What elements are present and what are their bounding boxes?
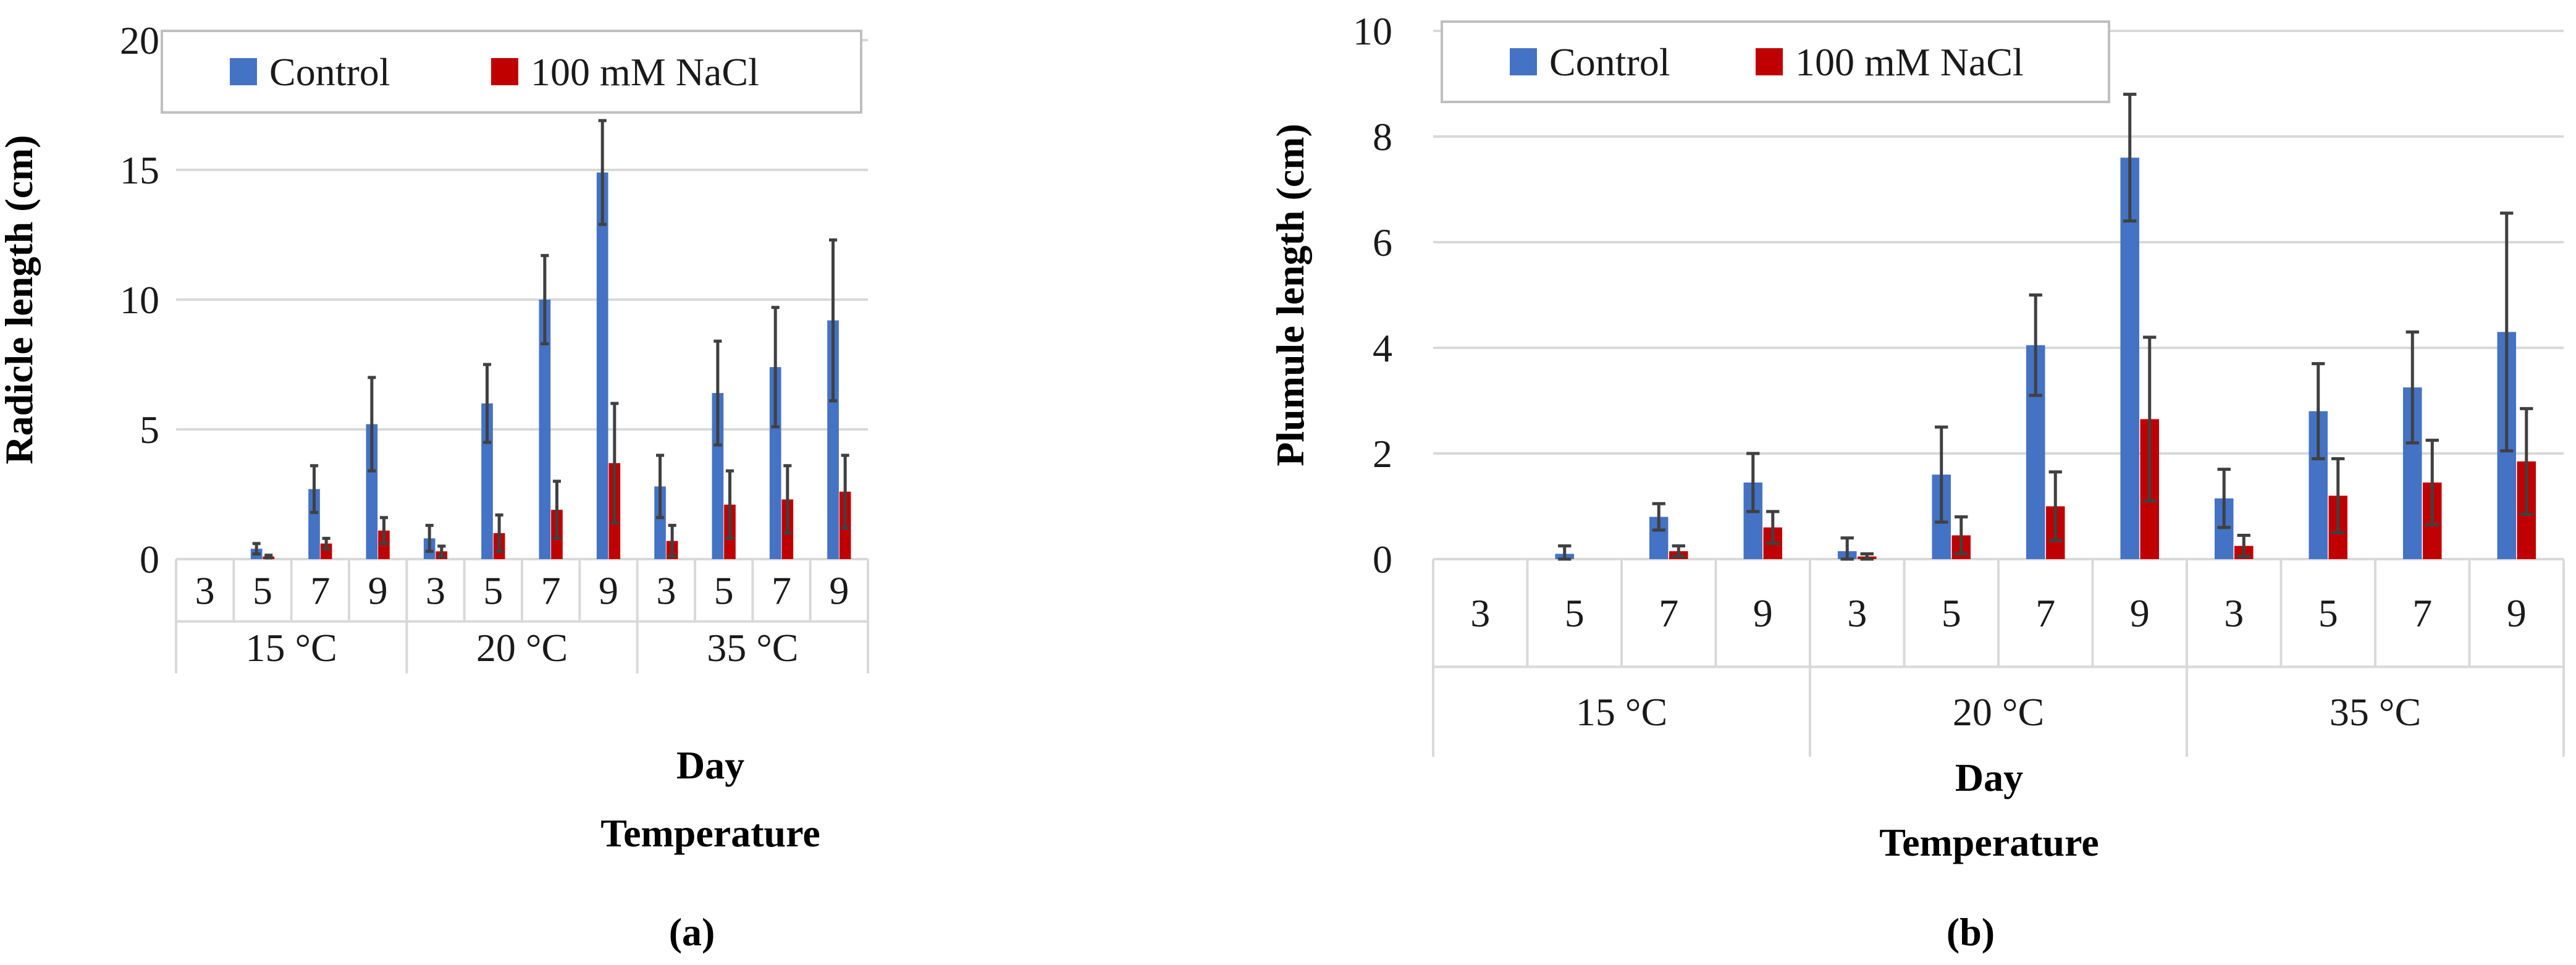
x-tick-label-day: 9 <box>1753 591 1773 635</box>
x-tick-label-day: 3 <box>1847 591 1867 635</box>
x-tick-label-day: 5 <box>483 568 503 612</box>
y-axis-title: Radicle length (cm) <box>0 135 41 464</box>
bar-control <box>654 486 666 559</box>
y-tick-label: 8 <box>1373 115 1392 159</box>
legend-swatch-nacl <box>491 58 518 85</box>
x-tick-label-day: 3 <box>656 568 676 612</box>
x-tick-label-day: 7 <box>2035 591 2055 635</box>
bar-control <box>769 367 781 559</box>
y-tick-label: 2 <box>1373 432 1392 476</box>
x-tick-label-day: 5 <box>1565 591 1585 635</box>
legend-label-nacl: 100 mM NaCl <box>531 50 759 94</box>
legend-label-control: Control <box>269 50 390 94</box>
legend-swatch-control <box>1510 48 1537 75</box>
x-axis-title-day: Day <box>1955 756 2023 799</box>
y-tick-label: 20 <box>120 19 159 62</box>
x-tick-label-day: 7 <box>772 568 791 612</box>
bar-control <box>366 424 378 559</box>
x-group-label-temperature: 15 °C <box>1576 690 1667 734</box>
legend-swatch-nacl <box>1756 48 1783 75</box>
y-tick-label: 10 <box>1353 9 1392 53</box>
bar-control <box>2120 158 2139 559</box>
y-tick-label: 0 <box>1373 537 1392 581</box>
x-group-label-temperature: 35 °C <box>2330 690 2421 734</box>
legend-label-nacl: 100 mM NaCl <box>1795 40 2024 84</box>
x-tick-label-day: 9 <box>2130 591 2150 635</box>
x-tick-label-day: 9 <box>599 568 618 612</box>
panel-label: (a) <box>669 910 715 954</box>
y-tick-label: 10 <box>120 278 159 322</box>
x-tick-label-day: 7 <box>310 568 330 612</box>
x-tick-label-day: 9 <box>829 568 849 612</box>
y-tick-label: 6 <box>1373 221 1392 264</box>
x-tick-label-day: 3 <box>195 568 215 612</box>
x-axis-title-temperature: Temperature <box>1879 820 2099 864</box>
x-axis-title-day: Day <box>676 743 744 787</box>
y-tick-label: 0 <box>140 537 159 581</box>
x-tick-label-day: 9 <box>368 568 388 612</box>
x-tick-label-day: 9 <box>2507 591 2527 635</box>
y-tick-label: 15 <box>120 148 159 192</box>
x-tick-label-day: 7 <box>2412 591 2432 635</box>
y-tick-label: 5 <box>140 408 159 452</box>
x-tick-label-day: 5 <box>714 568 734 612</box>
x-tick-label-day: 7 <box>1659 591 1678 635</box>
legend-label-control: Control <box>1549 40 1670 84</box>
bar-control <box>827 320 839 559</box>
x-axis-title-temperature: Temperature <box>600 811 820 855</box>
bar-control <box>596 172 608 559</box>
bar-control <box>539 300 551 559</box>
x-tick-label-day: 5 <box>1942 591 1961 635</box>
x-tick-label-day: 3 <box>426 568 445 612</box>
x-group-label-temperature: 20 °C <box>1953 690 2044 734</box>
legend-swatch-control <box>230 58 257 85</box>
bar-control <box>712 393 724 559</box>
bar-control <box>308 489 320 559</box>
x-tick-label-day: 3 <box>2224 591 2244 635</box>
x-tick-label-day: 7 <box>541 568 561 612</box>
x-tick-label-day: 5 <box>2318 591 2338 635</box>
x-group-label-temperature: 35 °C <box>707 626 798 670</box>
x-tick-label-day: 3 <box>1470 591 1490 635</box>
x-group-label-temperature: 15 °C <box>246 626 337 670</box>
x-tick-label-day: 5 <box>253 568 272 612</box>
x-group-label-temperature: 20 °C <box>476 626 568 670</box>
y-tick-label: 4 <box>1373 326 1392 370</box>
panel-label: (b) <box>1947 910 1995 954</box>
y-axis-title: Plumule length (cm) <box>1268 124 1312 466</box>
